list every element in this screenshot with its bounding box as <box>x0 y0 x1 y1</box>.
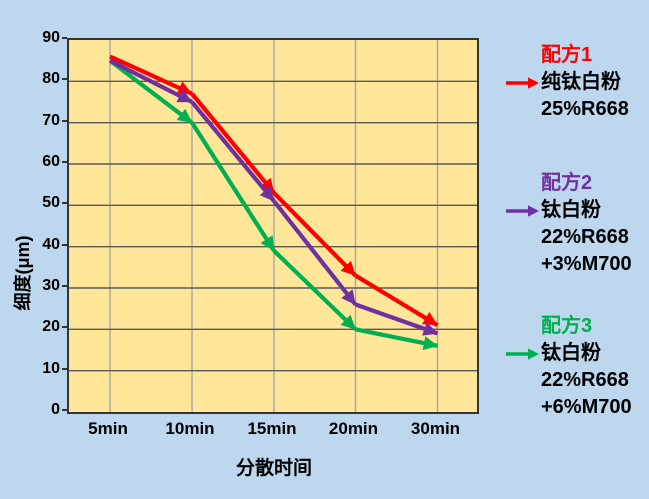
y-tick-label: 10 <box>42 359 60 377</box>
legend-line: 25%R668 <box>541 98 629 120</box>
y-tick-label: 0 <box>51 401 60 418</box>
y-tick-mark <box>62 243 67 246</box>
series-配方1 <box>109 54 439 327</box>
y-tick-mark <box>62 285 67 287</box>
x-tick-label: 30min <box>410 419 461 438</box>
series-segment <box>109 54 193 96</box>
series-segment <box>272 191 357 278</box>
y-tick-mark <box>62 119 67 122</box>
y-tick-mark <box>62 409 67 411</box>
series-配方3 <box>108 58 438 351</box>
y-tick-mark <box>62 367 67 370</box>
x-axis-title: 分散时间 <box>235 458 313 479</box>
x-tick-label: 15min <box>247 419 297 438</box>
legend-title: 配方1 <box>541 44 593 66</box>
y-tick-mark <box>62 202 67 205</box>
legend-line: +3%M700 <box>541 253 632 275</box>
plot-area <box>67 38 479 414</box>
series-segment <box>190 121 276 252</box>
legend-block-formula-3: 配方3 钛白粉 22%R668 +6%M700 <box>504 313 646 421</box>
y-tick-label: 60 <box>42 153 60 170</box>
legend-block-formula-2: 配方2 钛白粉 22%R668 +3%M700 <box>504 170 646 278</box>
legend-block-formula-1: 配方1 纯钛白粉 25%R668 <box>504 42 646 123</box>
series-segment <box>109 58 193 104</box>
x-tick-label: 5min <box>88 419 128 438</box>
y-tick-mark <box>62 161 67 163</box>
legend-line: 纯钛白粉 <box>541 71 621 93</box>
red-arrow-icon <box>506 76 539 89</box>
series-segment <box>108 58 194 125</box>
y-tick-label: 20 <box>42 318 60 336</box>
y-tick-mark <box>62 78 67 81</box>
legend-title: 配方3 <box>541 315 593 337</box>
series-segment <box>354 273 439 327</box>
x-tick-label: 20min <box>328 419 379 438</box>
series-segment <box>354 302 439 336</box>
y-tick-label: 50 <box>42 194 60 212</box>
series-segment <box>272 199 358 306</box>
legend-line: 钛白粉 <box>541 199 601 221</box>
y-axis-title: 细度(μm) <box>13 235 33 311</box>
legend-line: +6%M700 <box>541 396 632 418</box>
legend-line: 22%R668 <box>541 369 629 391</box>
green-arrow-icon <box>506 347 539 360</box>
line-chart-svg <box>69 40 477 412</box>
series-segment <box>190 92 276 195</box>
y-tick-label: 80 <box>42 70 60 88</box>
series-segment <box>190 100 276 203</box>
series-segment <box>272 249 357 331</box>
y-tick-label: 30 <box>42 277 60 294</box>
y-tick-label: 70 <box>42 111 60 129</box>
legend-line: 22%R668 <box>541 226 629 248</box>
y-tick-mark <box>62 37 67 39</box>
y-tick-label: 90 <box>42 29 60 46</box>
series-配方2 <box>109 58 439 336</box>
y-tick-mark <box>62 326 67 329</box>
series-segment <box>355 327 438 351</box>
y-tick-label: 40 <box>42 235 60 253</box>
purple-arrow-icon <box>506 204 539 217</box>
legend-line: 钛白粉 <box>541 342 601 364</box>
x-tick-label: 10min <box>165 419 215 438</box>
legend-title: 配方2 <box>541 172 593 194</box>
